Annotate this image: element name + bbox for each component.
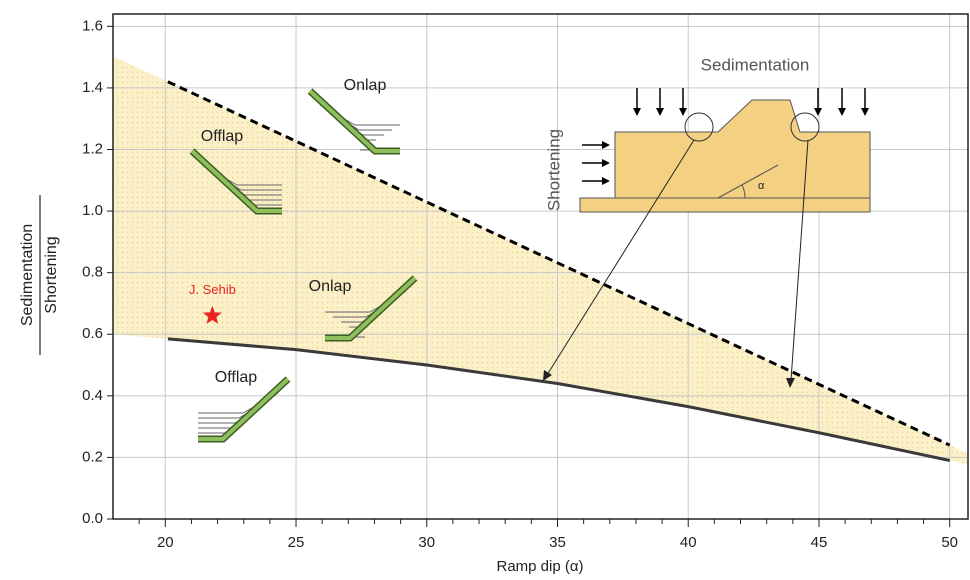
y-axis-label-numerator: Sedimentation <box>19 224 36 326</box>
chart: 20 25 30 35 40 45 50 0.0 0.2 0.4 0.6 0.8 1.0 1.2 1.4 1.… <box>0 0 970 580</box>
y-tick-label: 1.6 <box>82 17 103 34</box>
x-tick-label: 35 <box>549 534 566 551</box>
x-tick-label: 30 <box>418 534 435 551</box>
y-tick-label: 0.6 <box>82 325 103 342</box>
y-axis-label-denominator: Shortening <box>43 236 60 313</box>
y-tick-label: 0.2 <box>82 448 103 465</box>
y-tick-label: 0.0 <box>82 510 103 527</box>
strata-label: Offlap <box>215 369 258 386</box>
strata-label: Onlap <box>309 278 352 295</box>
inset-title: Sedimentation <box>701 55 810 74</box>
inset-side-label: Shortening <box>544 129 563 211</box>
point-label: J. Sehib <box>189 282 236 297</box>
x-tick-label: 40 <box>680 534 697 551</box>
inset-base <box>580 198 870 212</box>
strata-label: Offlap <box>201 128 244 145</box>
y-tick-label: 1.4 <box>82 79 103 96</box>
inset-angle-label: α <box>758 180 765 192</box>
x-tick-label: 50 <box>941 534 958 551</box>
x-tick-label: 45 <box>811 534 828 551</box>
x-axis-label: Ramp dip (α) <box>496 558 583 575</box>
strata-label: Onlap <box>344 77 387 94</box>
y-tick-label: 1.0 <box>82 202 103 219</box>
y-tick-label: 0.4 <box>82 387 103 404</box>
x-tick-label: 25 <box>288 534 305 551</box>
y-tick-label: 0.8 <box>82 264 103 281</box>
x-tick-label: 20 <box>157 534 174 551</box>
y-tick-label: 1.2 <box>82 140 103 157</box>
